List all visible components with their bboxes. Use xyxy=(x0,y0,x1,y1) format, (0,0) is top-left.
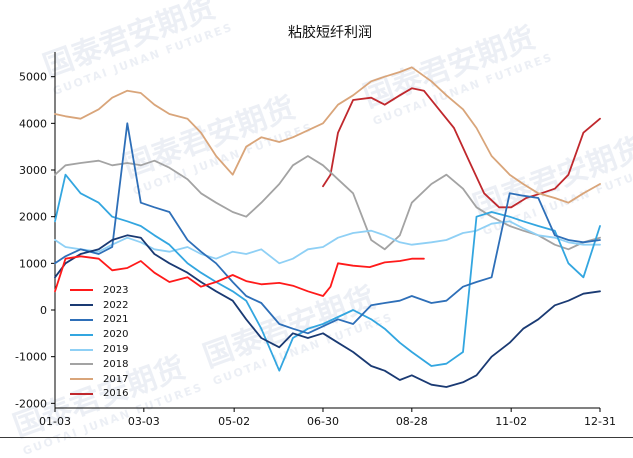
x-tick-label: 06-30 xyxy=(307,415,339,428)
y-tick-label: -1000 xyxy=(15,351,47,364)
series-line-2019 xyxy=(54,220,601,265)
series-line-2020 xyxy=(54,173,601,372)
legend-item-2018: 2018 xyxy=(70,357,128,372)
legend-label: 2016 xyxy=(103,388,129,400)
legend-item-2019: 2019 xyxy=(70,342,128,357)
series-line-2021 xyxy=(54,122,601,335)
bottom-rule xyxy=(0,437,633,438)
legend-label: 2022 xyxy=(103,299,129,311)
chart-title: 粘胶短纤利润 xyxy=(288,24,372,41)
legend-label: 2023 xyxy=(103,284,129,296)
legend-item-2020: 2020 xyxy=(70,327,128,342)
legend-label: 2017 xyxy=(103,373,129,385)
legend-label: 2021 xyxy=(103,314,129,326)
legend-item-2016: 2016 xyxy=(70,387,128,402)
legend-swatch xyxy=(70,304,93,307)
series-layer xyxy=(54,66,601,388)
y-tick-label: 3000 xyxy=(19,164,47,177)
x-tick-label: 12-31 xyxy=(584,415,616,428)
legend-item-2021: 2021 xyxy=(70,313,128,328)
legend-label: 2019 xyxy=(103,344,129,356)
series-line-2016 xyxy=(322,87,601,209)
y-tick-label: 2000 xyxy=(19,211,47,224)
x-tick-label: 08-28 xyxy=(396,415,428,428)
x-tick-label: 03-03 xyxy=(128,415,160,428)
legend-item-2023: 2023 xyxy=(70,283,128,298)
legend-label: 2020 xyxy=(103,329,129,341)
series-line-2017 xyxy=(54,66,601,204)
x-tick-label: 01-03 xyxy=(39,415,71,428)
legend-swatch xyxy=(70,363,93,366)
legend-swatch xyxy=(70,289,93,292)
legend: 2023 2022 2021 2020 2019 2018 2017 2016 xyxy=(70,283,128,401)
y-tick-label: -2000 xyxy=(15,397,47,410)
y-tick-label: 4000 xyxy=(19,117,47,130)
series-line-2018 xyxy=(54,155,601,251)
legend-swatch xyxy=(70,348,93,351)
x-tick-label: 05-02 xyxy=(218,415,250,428)
legend-swatch xyxy=(70,392,93,395)
x-tick-label: 11-02 xyxy=(495,415,527,428)
legend-item-2022: 2022 xyxy=(70,298,128,313)
y-tick-label: 0 xyxy=(40,304,47,317)
legend-swatch xyxy=(70,378,93,381)
axes: -2000 -1000 0 1000 2000 3000 4000 5000 01-03 03-0… xyxy=(15,52,616,428)
series-line-2022 xyxy=(54,234,601,388)
legend-swatch xyxy=(70,318,93,321)
legend-item-2017: 2017 xyxy=(70,372,128,387)
legend-swatch xyxy=(70,333,93,336)
y-tick-label: 5000 xyxy=(19,71,47,84)
series-line-2023 xyxy=(54,255,425,297)
y-tick-label: 1000 xyxy=(19,257,47,270)
legend-label: 2018 xyxy=(103,358,129,370)
